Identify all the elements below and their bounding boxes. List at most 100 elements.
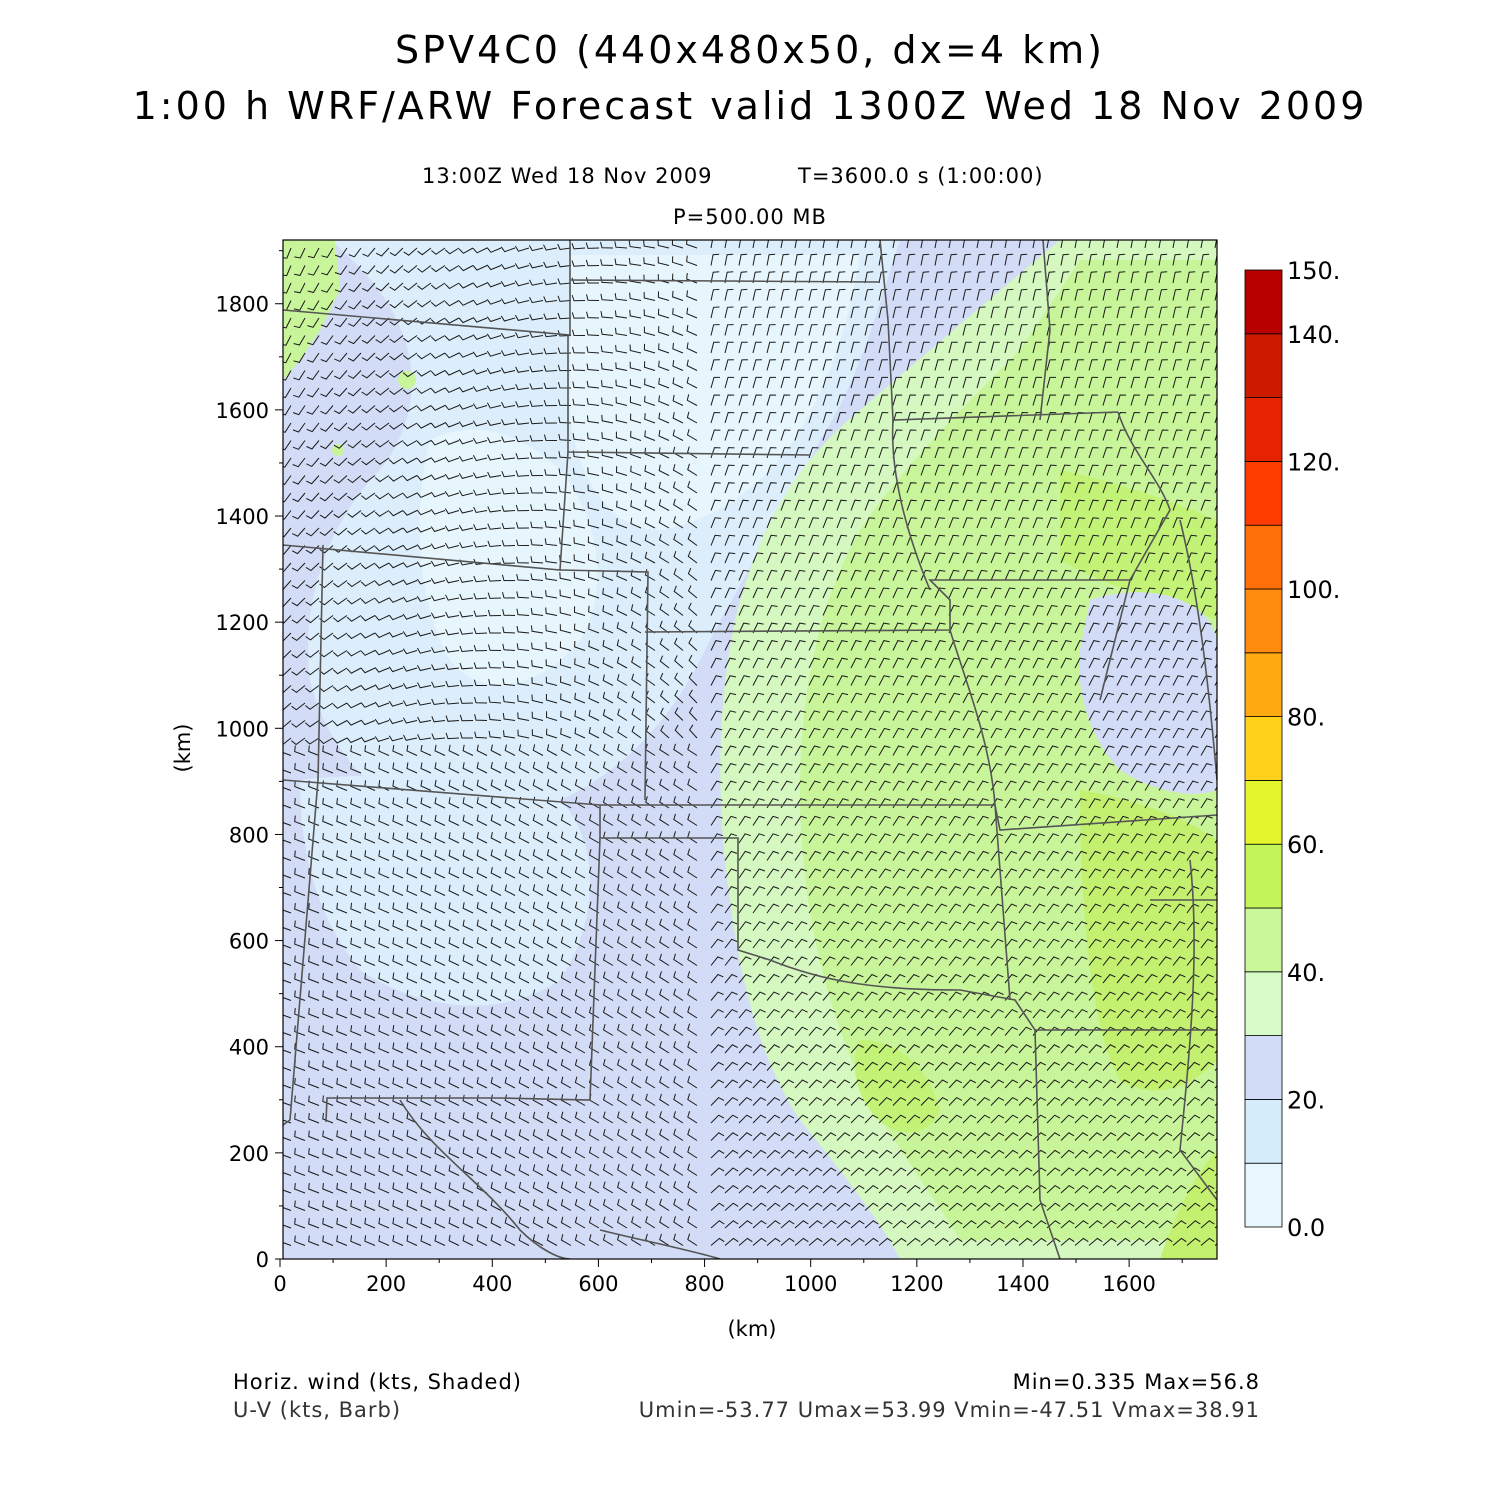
- wind-barb: [308, 833, 320, 844]
- wind-barb: [766, 534, 778, 546]
- wind-barb: [430, 612, 446, 619]
- wind-barb: [283, 1102, 292, 1106]
- wind-barb: [920, 692, 933, 704]
- wind-barb: [920, 1044, 934, 1054]
- wind-barb: [1144, 1132, 1159, 1141]
- wind-barb: [1172, 499, 1183, 511]
- wind-barb: [738, 921, 752, 931]
- wind-barb: [336, 745, 348, 756]
- wind-barb: [1130, 727, 1143, 739]
- wind-barb: [674, 689, 684, 704]
- wind-barb: [1144, 1044, 1158, 1054]
- wind-barb: [360, 510, 376, 518]
- wind-barb: [836, 1079, 851, 1089]
- wind-barb: [416, 422, 432, 429]
- wind-barb: [1088, 780, 1101, 791]
- wind-barb: [1186, 868, 1200, 879]
- wind-barb: [962, 359, 972, 371]
- wind-barb: [574, 1041, 586, 1054]
- wind-barb: [416, 335, 432, 343]
- wind-barb: [1032, 833, 1045, 844]
- wind-barb: [808, 815, 821, 826]
- wind-barb: [766, 376, 776, 389]
- wind-barb: [724, 1026, 738, 1036]
- wind-barb: [962, 1026, 976, 1036]
- wind-barb: [836, 411, 847, 424]
- wind-barb: [752, 1184, 767, 1194]
- wind-barb: [318, 737, 334, 745]
- wind-barb: [573, 537, 586, 546]
- wind-barb: [532, 954, 544, 966]
- wind-barb: [738, 253, 748, 266]
- wind-barb: [686, 255, 698, 266]
- wind-barb: [738, 622, 750, 634]
- wind-barb: [738, 240, 741, 249]
- wind-barb: [1130, 1237, 1145, 1246]
- wind-barb: [588, 1164, 600, 1176]
- wind-barb: [1018, 622, 1030, 634]
- wind-barb: [1200, 482, 1211, 494]
- wind-barb: [1144, 657, 1156, 669]
- wind-barb: [378, 815, 390, 826]
- wind-barb: [1102, 587, 1114, 599]
- wind-barb: [1088, 429, 1099, 441]
- wind-barb: [1200, 376, 1210, 389]
- wind-barb: [1144, 1237, 1159, 1246]
- wind-barb: [486, 264, 502, 271]
- wind-barb: [990, 464, 1001, 476]
- wind-barb: [462, 989, 474, 1001]
- wind-barb: [766, 1132, 781, 1141]
- wind-barb: [459, 542, 474, 549]
- wind-barb: [530, 556, 544, 564]
- wind-barb: [616, 587, 628, 599]
- wind-barb: [920, 394, 931, 406]
- wind-barb: [645, 866, 656, 879]
- wind-barb: [360, 736, 376, 743]
- wind-barb: [1158, 604, 1170, 616]
- wind-barb: [388, 405, 404, 413]
- wind-barb: [766, 763, 779, 774]
- wind-barb: [1032, 780, 1045, 791]
- wind-barb: [645, 1076, 656, 1089]
- wind-barb: [934, 359, 944, 371]
- shaded-wind-speed: [283, 240, 1217, 1259]
- wind-barb: [1060, 1184, 1075, 1194]
- wind-barb: [602, 866, 614, 879]
- wind-barb: [1032, 798, 1045, 809]
- wind-barb: [710, 1079, 725, 1089]
- wind-barb: [672, 342, 684, 354]
- wind-barb: [504, 849, 516, 861]
- wind-barb: [673, 498, 684, 511]
- wind-barb: [1172, 886, 1186, 896]
- wind-barb: [364, 762, 376, 774]
- wind-barb: [766, 886, 780, 896]
- wind-barb: [766, 306, 776, 319]
- wind-barb: [808, 1167, 823, 1176]
- wind-barb: [822, 569, 834, 581]
- wind-barb: [532, 989, 544, 1001]
- wind-barb: [1172, 411, 1183, 424]
- wind-barb: [402, 457, 418, 464]
- wind-barb: [738, 1008, 752, 1019]
- wind-barb: [752, 991, 766, 1001]
- wind-barb: [434, 1042, 446, 1054]
- wind-barb: [1088, 464, 1099, 476]
- wind-barb: [864, 780, 877, 791]
- wind-barb: [602, 622, 614, 634]
- wind-barb: [529, 383, 544, 390]
- wind-barb: [488, 661, 502, 669]
- wind-barb: [962, 534, 974, 546]
- wind-barb: [574, 1024, 586, 1036]
- wind-barb: [1088, 1184, 1103, 1194]
- wind-barb: [1102, 1149, 1117, 1159]
- wind-barb: [1018, 1202, 1033, 1211]
- wind-barb: [892, 1184, 907, 1194]
- wind-barb: [1032, 534, 1044, 546]
- wind-barb: [673, 953, 684, 966]
- wind-barb: [444, 508, 460, 515]
- wind-barb: [1032, 482, 1043, 494]
- wind-barb: [906, 1096, 921, 1106]
- wind-barb: [673, 1198, 684, 1211]
- wind-barb: [1186, 798, 1199, 809]
- wind-barb: [490, 937, 502, 949]
